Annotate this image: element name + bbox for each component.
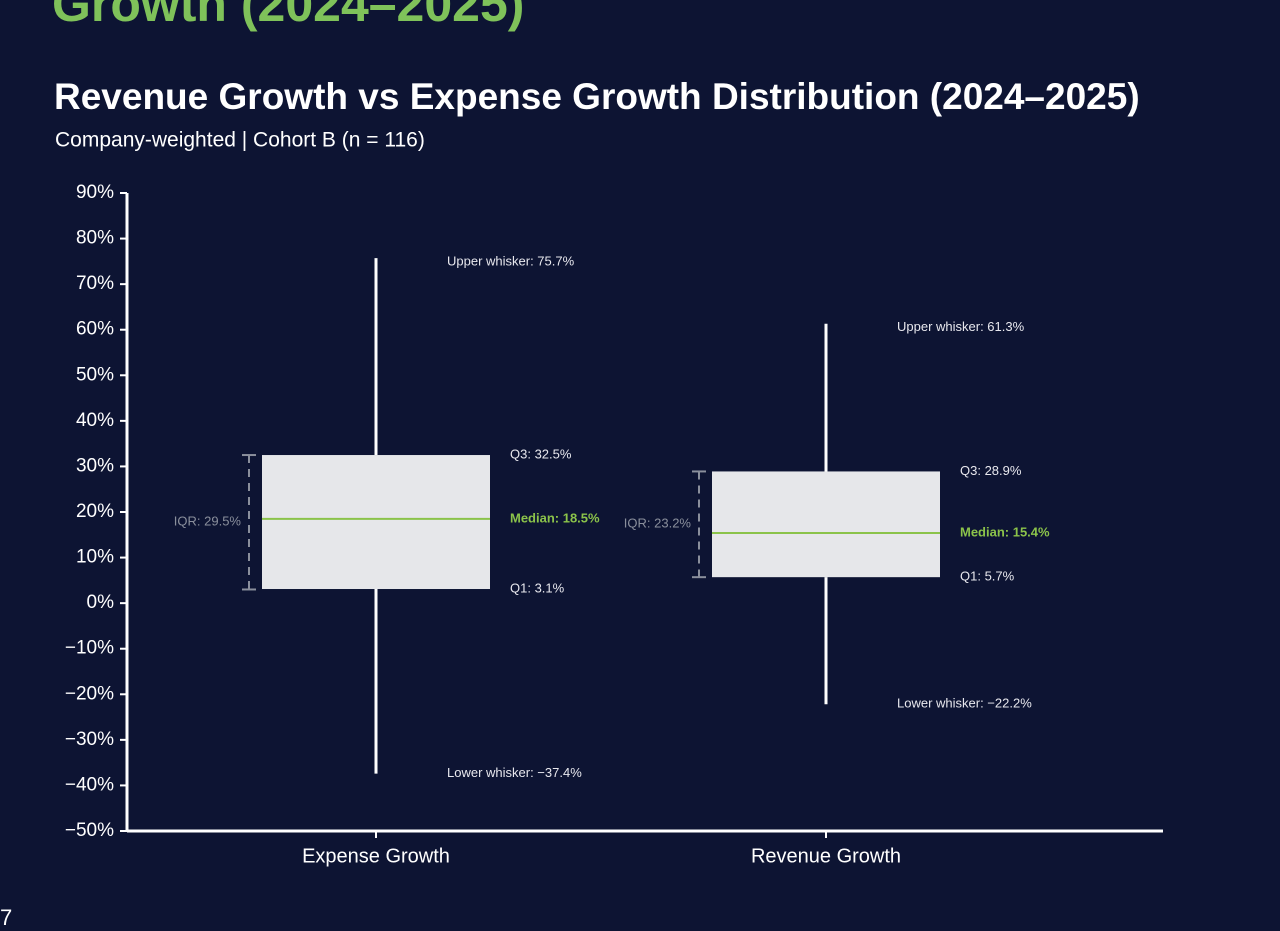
lower-whisker-label: Lower whisker: −37.4% (447, 765, 582, 780)
y-tick-label: 30% (76, 455, 114, 476)
q1-label: Q1: 3.1% (510, 580, 565, 595)
upper-whisker-label: Upper whisker: 75.7% (447, 254, 575, 269)
y-tick-label: 70% (76, 273, 114, 294)
y-tick-label: 50% (76, 364, 114, 385)
x-tick-label: Revenue Growth (751, 845, 901, 867)
chart-subtitle: Company-weighted | Cohort B (n = 116) (55, 129, 425, 152)
slide-title: Growth (2024–2025) (52, 0, 524, 32)
y-tick-label: 10% (76, 547, 114, 568)
y-tick-label: 60% (76, 319, 114, 340)
box (712, 471, 940, 578)
y-tick-label: 40% (76, 410, 114, 431)
lower-whisker-label: Lower whisker: −22.2% (897, 696, 1032, 711)
y-tick-label: −40% (65, 774, 114, 795)
upper-whisker-label: Upper whisker: 61.3% (897, 319, 1025, 334)
y-tick-label: 80% (76, 228, 114, 249)
y-tick-label: −20% (65, 683, 114, 704)
page-number: 7 (0, 905, 12, 930)
q3-label: Q3: 32.5% (510, 446, 572, 461)
iqr-label: IQR: 23.2% (624, 516, 692, 531)
median-label: Median: 15.4% (960, 524, 1050, 539)
q1-label: Q1: 5.7% (960, 569, 1015, 584)
median-label: Median: 18.5% (510, 510, 600, 525)
iqr-label: IQR: 29.5% (174, 514, 242, 529)
y-tick-label: 20% (76, 501, 114, 522)
chart-title: Revenue Growth vs Expense Growth Distrib… (54, 76, 1140, 117)
q3-label: Q3: 28.9% (960, 463, 1022, 478)
y-tick-label: −50% (65, 820, 114, 841)
box (262, 455, 490, 590)
y-tick-label: 0% (87, 592, 115, 613)
y-tick-label: 90% (76, 182, 114, 203)
x-tick-label: Expense Growth (302, 845, 450, 867)
y-tick-label: −10% (65, 638, 114, 659)
y-tick-label: −30% (65, 729, 114, 750)
